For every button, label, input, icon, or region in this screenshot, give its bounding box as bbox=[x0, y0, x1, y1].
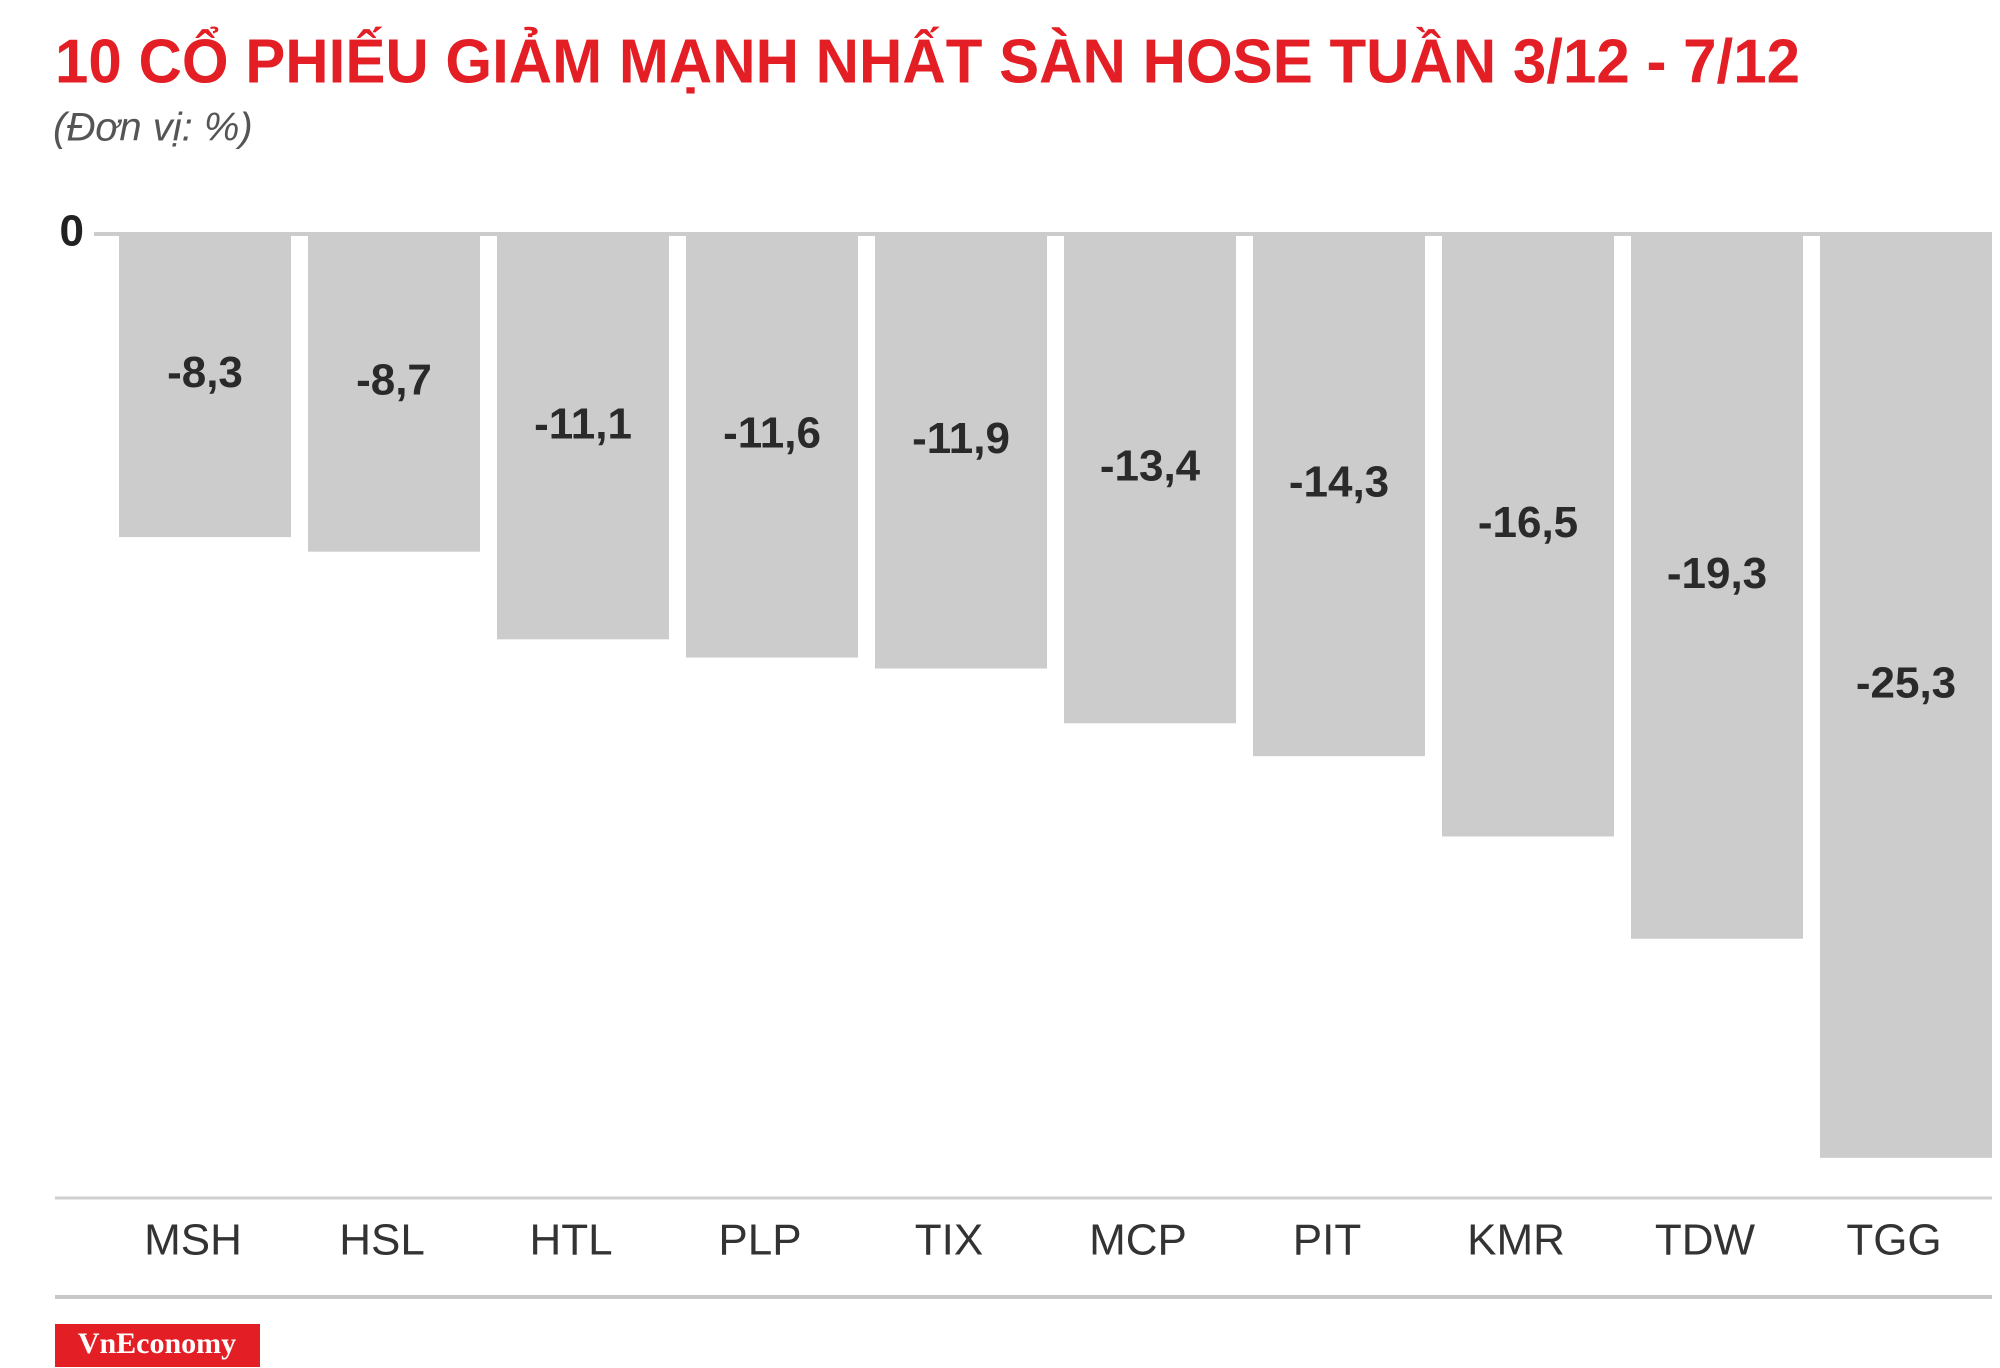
x-tick-label: HSL bbox=[339, 1216, 425, 1265]
x-tick-label: HTL bbox=[529, 1216, 612, 1265]
value-label: -8,7 bbox=[356, 355, 432, 404]
value-label: -19,3 bbox=[1667, 549, 1767, 598]
value-label: -11,9 bbox=[912, 414, 1010, 463]
x-tick-label: TIX bbox=[915, 1216, 983, 1265]
x-tick-label: PIT bbox=[1293, 1216, 1361, 1265]
logo-box bbox=[55, 1324, 260, 1367]
bar bbox=[1631, 234, 1803, 939]
x-tick-label: TDW bbox=[1655, 1216, 1756, 1265]
y-tick-label: 0 bbox=[60, 207, 84, 256]
value-label: -11,6 bbox=[723, 408, 821, 457]
value-label: -25,3 bbox=[1856, 659, 1956, 708]
value-label: -16,5 bbox=[1478, 498, 1578, 547]
bar bbox=[1064, 234, 1236, 724]
value-label: -14,3 bbox=[1289, 458, 1389, 507]
bar bbox=[686, 234, 858, 658]
x-tick-label: KMR bbox=[1467, 1216, 1565, 1265]
bar bbox=[308, 234, 480, 552]
bar bbox=[1820, 234, 1992, 1158]
chart-subtitle: (Đơn vị: %) bbox=[53, 106, 253, 150]
x-tick-label: MSH bbox=[144, 1216, 242, 1265]
bar bbox=[1253, 234, 1425, 757]
x-tick-label: TGG bbox=[1846, 1216, 1941, 1265]
value-label: -11,1 bbox=[534, 399, 632, 448]
bar bbox=[875, 234, 1047, 669]
x-tick-label: MCP bbox=[1089, 1216, 1187, 1265]
value-label: -13,4 bbox=[1100, 441, 1201, 490]
bar bbox=[119, 234, 291, 538]
bar bbox=[1442, 234, 1614, 837]
bar bbox=[497, 234, 669, 640]
logo: VnEconomy bbox=[78, 1327, 236, 1360]
value-label: -8,3 bbox=[167, 348, 243, 397]
x-tick-label: PLP bbox=[718, 1216, 801, 1265]
chart-title: 10 CỔ PHIẾU GIẢM MẠNH NHẤT SÀN HOSE TUẦN… bbox=[55, 26, 1800, 96]
